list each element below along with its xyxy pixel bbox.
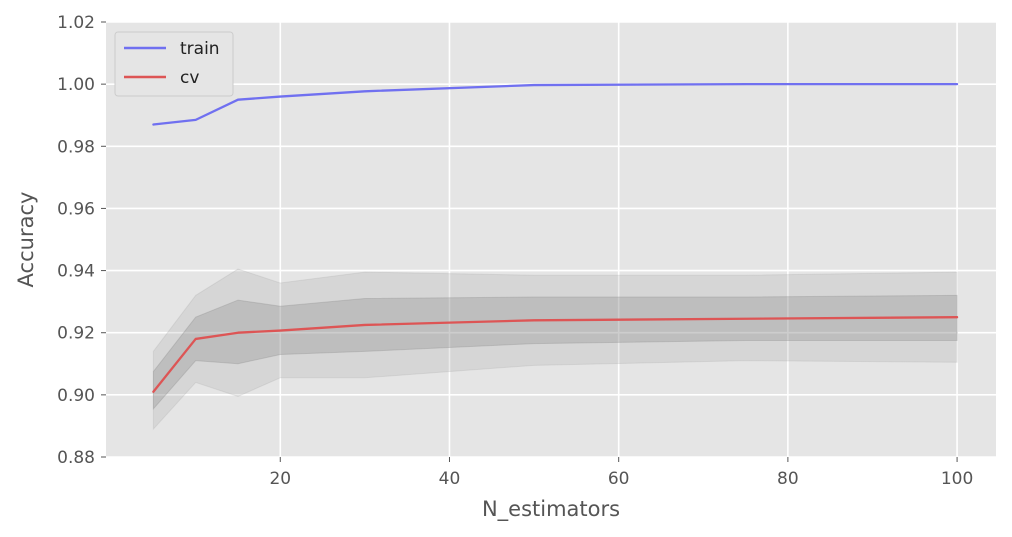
series-lines	[152, 82, 959, 393]
x-tick-label-2: 60	[608, 469, 630, 489]
y-tick-label-1: 0.90	[57, 386, 95, 406]
x-tick-label-1: 40	[439, 469, 461, 489]
y-tick-label-2: 0.92	[57, 324, 95, 344]
y-tick-label-6: 1.00	[57, 75, 95, 95]
x-axis-ticks: 20 40 60 80 100	[269, 457, 973, 489]
series-line-train	[152, 82, 959, 126]
y-tick-label-5: 0.98	[57, 137, 95, 157]
band-1	[152, 294, 958, 411]
x-tick-label-4: 100	[941, 469, 973, 489]
y-tick-label-7: 1.02	[57, 13, 95, 33]
band-0	[152, 268, 958, 431]
plot-area	[106, 22, 996, 457]
series-line-cv	[152, 316, 959, 393]
confidence-bands	[152, 268, 958, 431]
y-axis-ticks: 0.88 0.90 0.92 0.94 0.96 0.98 1.00 1.02	[57, 13, 106, 468]
legend-label-cv: cv	[180, 68, 199, 88]
legend: train cv	[114, 31, 234, 97]
y-axis-label: Accuracy	[14, 192, 38, 288]
y-tick-label-0: 0.88	[57, 448, 95, 468]
y-tick-label-3: 0.94	[57, 262, 95, 282]
y-tick-label-4: 0.96	[57, 199, 95, 219]
x-tick-label-3: 80	[777, 469, 799, 489]
legend-label-train: train	[180, 39, 220, 59]
x-axis-label: N_estimators	[482, 497, 620, 522]
x-tick-label-0: 20	[269, 469, 291, 489]
